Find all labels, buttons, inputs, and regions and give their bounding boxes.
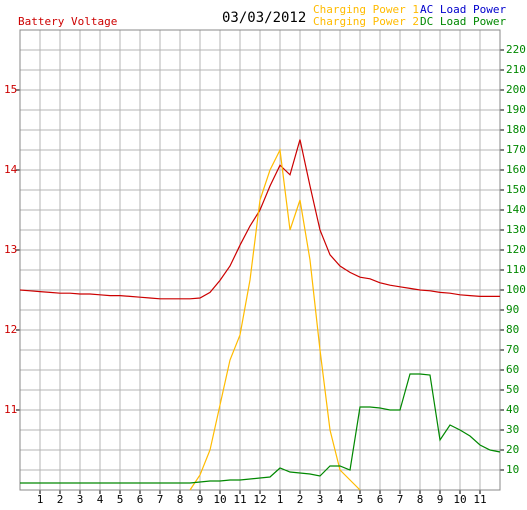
legend-entry: Charging Power 1 — [313, 3, 419, 16]
legend-entry: AC Load Power — [420, 3, 506, 16]
x-tick-label: 6 — [377, 493, 384, 506]
series-line — [19, 139, 500, 300]
x-tick-label: 1 — [277, 493, 284, 506]
y2-tick-label: 160 — [506, 163, 526, 176]
plot-frame — [19, 29, 501, 491]
y2-tick-label: 100 — [506, 283, 526, 296]
y2-tick-label: 50 — [506, 383, 519, 396]
x-tick-label: 1 — [37, 493, 44, 506]
y-tick-label: 15 — [4, 83, 17, 96]
x-tick-label: 4 — [97, 493, 104, 506]
legend-entry: DC Load Power — [420, 15, 506, 28]
y2-tick-label: 80 — [506, 323, 519, 336]
y2-tick-label: 10 — [506, 463, 519, 476]
y2-tick-label: 20 — [506, 443, 519, 456]
y2-tick-label: 30 — [506, 423, 519, 436]
y2-tick-label: 200 — [506, 83, 526, 96]
y2-tick-label: 70 — [506, 343, 519, 356]
y2-tick-label: 60 — [506, 363, 519, 376]
x-tick-label: 10 — [213, 493, 226, 506]
y2-tick-label: 130 — [506, 223, 526, 236]
x-tick-label: 4 — [337, 493, 344, 506]
x-tick-label: 8 — [177, 493, 184, 506]
x-tick-label: 2 — [57, 493, 64, 506]
y-tick-label: 14 — [4, 163, 18, 176]
y2-tick-label: 190 — [506, 103, 526, 116]
y-tick-label: 12 — [4, 323, 17, 336]
series-line — [20, 373, 501, 484]
x-tick-label: 3 — [317, 493, 324, 506]
y2-tick-label: 140 — [506, 203, 526, 216]
y2-tick-label: 120 — [506, 243, 526, 256]
y-tick-label: 13 — [4, 243, 17, 256]
x-tick-label: 11 — [473, 493, 486, 506]
y2-tick-label: 150 — [506, 183, 526, 196]
x-tick-label: 9 — [437, 493, 444, 506]
x-tick-label: 11 — [233, 493, 246, 506]
y-tick-label: 11 — [4, 403, 17, 416]
x-tick-label: 12 — [253, 493, 266, 506]
y2-tick-label: 40 — [506, 403, 519, 416]
x-tick-label: 3 — [77, 493, 84, 506]
chart-title: 03/03/2012 — [222, 10, 306, 26]
y2-tick-label: 110 — [506, 263, 526, 276]
x-tick-label: 8 — [417, 493, 424, 506]
x-tick-label: 2 — [297, 493, 304, 506]
y2-tick-label: 180 — [506, 123, 526, 136]
x-tick-label: 10 — [453, 493, 466, 506]
series-line — [189, 147, 361, 491]
y2-tick-label: 90 — [506, 303, 519, 316]
x-tick-label: 5 — [117, 493, 124, 506]
y2-tick-label: 220 — [506, 43, 526, 56]
x-tick-label: 7 — [397, 493, 404, 506]
x-tick-label: 7 — [157, 493, 164, 506]
y2-tick-label: 170 — [506, 143, 526, 156]
x-tick-label: 6 — [137, 493, 144, 506]
legend-entry: Charging Power 2 — [313, 15, 419, 28]
y-axis-label: Battery Voltage — [18, 15, 117, 28]
x-tick-label: 5 — [357, 493, 364, 506]
y2-tick-label: 210 — [506, 63, 526, 76]
x-tick-label: 9 — [197, 493, 204, 506]
